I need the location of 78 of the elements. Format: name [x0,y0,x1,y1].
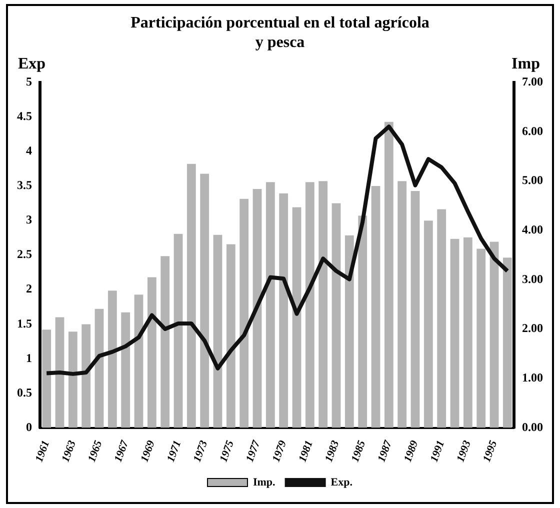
y2-tick-label: 1.00 [522,370,543,385]
y-tick-label: 4.5 [17,109,32,124]
x-tick-label: 1967 [112,438,132,464]
bar [200,174,210,428]
y2-tick-label: 2.00 [522,321,543,336]
bar [279,193,288,428]
bar [121,312,130,428]
bar [174,234,183,428]
y-tick-label: 0.5 [17,385,32,400]
y-tick-label: 0 [26,420,32,434]
y2-tick-label: 0.00 [522,420,543,434]
y-tick-label: 3.5 [17,178,32,192]
bar [410,190,420,428]
x-tick-label: 1983 [322,438,342,464]
y2-tick-label: 7.00 [522,74,543,88]
bar [371,186,380,428]
y2-tick-label: 6.00 [522,124,543,138]
bar [186,164,196,428]
x-tick-label: 1963 [60,438,79,464]
bar [82,324,91,428]
bar [55,317,64,428]
x-tick-label: 1981 [296,438,316,464]
x-tick-label: 1977 [244,438,263,464]
bar [108,290,117,428]
y-tick-label: 4 [26,144,32,158]
y-tick-label: 2.5 [17,247,32,262]
y-axis-title: Exp [18,56,46,73]
bar [437,209,446,428]
x-tick-label: 1975 [218,438,237,464]
legend-label: Exp. [330,476,353,488]
bar [134,294,144,428]
bar [94,308,104,428]
bar [450,238,460,428]
legend-label: Imp. [252,476,276,488]
bar [398,181,407,428]
bar [68,332,78,428]
bar [332,203,341,428]
bar [476,248,486,428]
bar [502,258,512,428]
bar [424,220,433,428]
bar [318,181,328,428]
bar [252,188,262,428]
bar [490,242,499,428]
bar [384,122,394,428]
y-tick-label: 3 [26,212,32,227]
bar [213,234,222,428]
y-tick-label: 1.5 [17,316,32,330]
y2-tick-label: 5.00 [522,173,543,188]
x-tick-label: 1961 [33,438,52,464]
x-tick-label: 1965 [86,438,105,464]
bar [344,235,354,428]
bar [160,256,170,428]
y-tick-label: 2 [26,282,32,296]
bar [358,216,368,428]
x-tick-label: 1973 [191,438,210,464]
y2-tick-label: 3.00 [522,272,543,286]
x-tick-label: 1987 [376,438,395,464]
chart-title: Participación porcentual en el total agrícola y pesca [130,14,430,51]
y-tick-label: 1 [26,350,32,365]
y-tick-label: 5 [26,74,32,88]
bar [292,207,302,428]
x-tick-label: 1993 [454,438,474,464]
x-tick-label: 1969 [138,438,158,464]
bar [266,182,275,428]
y2-axis-title: Imp [512,56,540,73]
bar [240,198,249,428]
bar [147,277,156,428]
x-tick-label: 1991 [428,438,448,464]
bar [42,330,52,428]
x-tick-label: 1995 [480,438,500,464]
bar [305,182,314,428]
bar [226,244,236,428]
x-tick-label: 1979 [270,438,290,464]
bar [463,237,472,428]
x-tick-label: 1985 [349,438,368,464]
x-tick-label: 1971 [164,438,184,464]
y2-tick-label: 4.00 [522,222,543,237]
x-tick-label: 1989 [402,438,421,464]
